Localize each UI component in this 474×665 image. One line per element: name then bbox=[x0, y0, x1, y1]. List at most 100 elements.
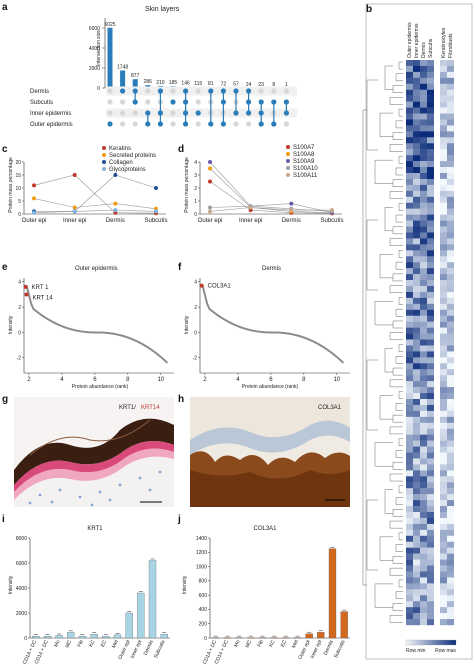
heatmap-cell bbox=[413, 452, 420, 459]
heatmap-cell bbox=[447, 488, 454, 495]
heatmap-cell bbox=[420, 291, 427, 299]
heatmap-cell bbox=[420, 494, 427, 501]
series-point bbox=[113, 208, 118, 213]
ytick-label: 4 bbox=[194, 160, 197, 166]
heatmap-cell bbox=[413, 613, 420, 620]
legend-label: Secreted proteins bbox=[109, 153, 156, 159]
heatmap-cell bbox=[440, 190, 447, 197]
series-point bbox=[32, 183, 36, 188]
xtick-label: Dermis bbox=[323, 639, 335, 656]
ytick-label: 6000 bbox=[89, 26, 100, 32]
dendrogram-branch bbox=[395, 356, 403, 364]
heatmap-cell bbox=[440, 143, 447, 150]
xtick-label: Mel bbox=[291, 639, 300, 649]
heatmap-cell bbox=[447, 399, 454, 406]
heatmap-cell bbox=[420, 559, 427, 566]
heatmap-cell bbox=[447, 345, 454, 352]
heatmap-cell bbox=[406, 357, 413, 364]
heatmap-cell bbox=[427, 375, 434, 382]
heatmap-cell bbox=[427, 149, 434, 156]
ytick-label: 2 bbox=[194, 186, 197, 192]
ytick-label: 4000 bbox=[16, 586, 27, 592]
heatmap-cell bbox=[413, 297, 420, 305]
heatmap-cell bbox=[447, 595, 454, 602]
heatmap-cell bbox=[440, 512, 447, 519]
heatmap-cell bbox=[406, 250, 413, 257]
heatmap-cell bbox=[427, 167, 434, 174]
heatmap-cell bbox=[447, 416, 454, 423]
dendrogram-branch bbox=[398, 579, 403, 588]
panel-d-letter: d bbox=[178, 144, 184, 155]
heatmap-cell bbox=[420, 589, 427, 596]
heatmap-cell bbox=[413, 315, 420, 322]
heatmap-cell bbox=[420, 381, 427, 388]
xtick-label: 10 bbox=[157, 377, 164, 383]
bar bbox=[340, 611, 348, 639]
panel-b-column-labels: Outer epidermis Inner epidermis Dermis Subc… bbox=[407, 22, 454, 58]
dendrogram-branch bbox=[395, 591, 403, 599]
dendrogram-branch bbox=[389, 332, 403, 340]
heatmap-cell bbox=[447, 125, 454, 132]
heatmap-cell bbox=[427, 500, 434, 507]
matrix-dot-off bbox=[258, 88, 264, 94]
heatmap-cell bbox=[420, 137, 427, 144]
heatmap-cell bbox=[427, 565, 434, 572]
dendrogram-branch bbox=[392, 556, 403, 564]
heatmap-cell bbox=[413, 494, 420, 501]
heatmap-cell bbox=[427, 404, 434, 412]
heatmap-cell bbox=[406, 571, 413, 578]
matrix-dot-off bbox=[120, 110, 126, 116]
heatmap-cell bbox=[406, 387, 413, 394]
heatmap-cell bbox=[427, 113, 434, 120]
heatmap-cell bbox=[440, 303, 447, 310]
heatmap-cell bbox=[420, 529, 427, 536]
heatmap-cell bbox=[447, 601, 454, 608]
dendrogram-branch bbox=[398, 155, 403, 164]
heatmap-cell bbox=[440, 541, 447, 548]
upset-bar-value: 115 bbox=[194, 81, 202, 87]
heatmap-cell bbox=[427, 155, 434, 162]
panel-e-xlabel: Protein abundance (rank) bbox=[72, 384, 129, 390]
panel-e-ylabel: Intensity bbox=[8, 315, 14, 334]
heatmap-cell bbox=[440, 428, 447, 435]
heatmap-cell bbox=[413, 500, 420, 507]
heatmap-cell bbox=[427, 303, 434, 310]
series-point bbox=[154, 209, 158, 214]
heatmap-cell bbox=[420, 125, 427, 132]
heatmap-cell bbox=[427, 607, 434, 614]
heatmap-cell bbox=[406, 113, 413, 120]
bar bbox=[137, 592, 145, 639]
heatmap-cell bbox=[413, 309, 420, 316]
upset-bar-value: 146 bbox=[181, 81, 190, 87]
heatmap-cell bbox=[406, 303, 413, 310]
panel-j-title: COL3A1 bbox=[253, 526, 277, 532]
heatmap-cell bbox=[420, 155, 427, 162]
heatmap-cell bbox=[413, 512, 420, 519]
ytick-label: 0 bbox=[18, 330, 21, 336]
heatmap-cell bbox=[420, 268, 427, 275]
xtick-label: Outer epi bbox=[22, 218, 47, 224]
heatmap-cell bbox=[406, 517, 413, 525]
heatmap-cell bbox=[420, 274, 427, 281]
ytick-label: 2 bbox=[194, 305, 197, 311]
heatmap-cell bbox=[427, 357, 434, 364]
dendrogram-branch bbox=[366, 499, 378, 571]
heatmap-cell bbox=[420, 619, 427, 626]
heatmap-cell bbox=[406, 393, 413, 400]
heatmap-cell bbox=[420, 416, 427, 423]
heatmap-cell bbox=[447, 553, 454, 560]
heatmap-cell bbox=[427, 262, 434, 269]
xtick-label: EC bbox=[280, 639, 289, 648]
panel-a-title: Skin layers bbox=[145, 6, 180, 13]
heatmap-cell bbox=[447, 178, 454, 186]
heatmap-cell bbox=[447, 357, 454, 364]
heatmap-cell bbox=[427, 143, 434, 150]
panel-a: a Skin layers Intersection size 0 2000 400… bbox=[2, 2, 297, 128]
heatmap-cell bbox=[447, 434, 454, 441]
heatmap-cell bbox=[440, 149, 447, 156]
panel-b-dendrogram bbox=[362, 61, 403, 623]
matrix-dot-off bbox=[132, 121, 138, 127]
bar bbox=[270, 637, 278, 639]
